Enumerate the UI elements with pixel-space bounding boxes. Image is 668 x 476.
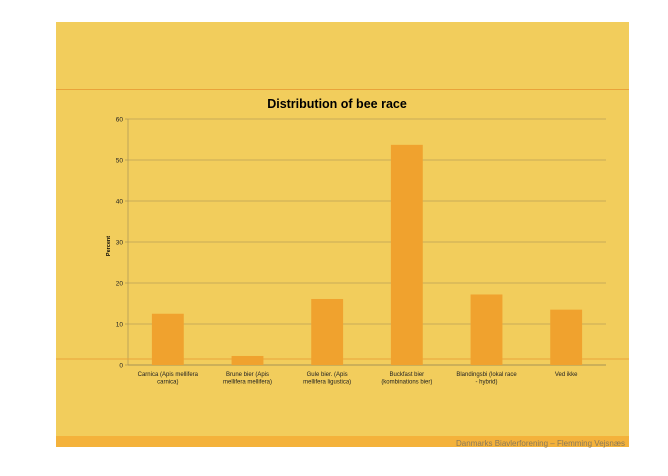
category-label: Carnica (Apis mellifera xyxy=(138,372,199,378)
category-label: Gule bier. (Apis xyxy=(307,372,348,378)
category-label: Blandingsbi (lokal race xyxy=(456,372,517,378)
y-axis-label: Percent xyxy=(106,236,112,256)
bar xyxy=(231,355,264,365)
y-tick-label: 40 xyxy=(116,198,124,205)
category-label: (kombinations bier) xyxy=(381,380,432,386)
slide-background: Danmarks Biavlerforening – Flemming Vejs… xyxy=(56,22,629,448)
category-label: Ved ikke xyxy=(555,372,578,378)
y-tick-label: 10 xyxy=(116,321,124,328)
footer-text: Danmarks Biavlerforening – Flemming Vejs… xyxy=(456,439,625,448)
bar xyxy=(550,309,583,365)
category-label: Brune bier (Apis xyxy=(226,372,269,378)
category-label: - hybrid) xyxy=(475,380,497,386)
y-tick-label: 20 xyxy=(116,280,124,287)
category-label: carnica) xyxy=(157,380,178,386)
y-tick-label: 60 xyxy=(116,116,124,123)
title-rule xyxy=(56,89,629,90)
bar xyxy=(311,298,344,365)
footer-band xyxy=(56,436,629,447)
bar xyxy=(470,294,503,365)
y-tick-label: 50 xyxy=(116,157,124,164)
y-tick-label: 30 xyxy=(116,239,124,246)
category-label: mellifera mellifera) xyxy=(223,380,272,386)
y-tick-label: 0 xyxy=(119,362,123,369)
category-label: Buckfast bier xyxy=(389,372,424,378)
bar xyxy=(390,144,423,365)
bar xyxy=(151,313,184,365)
chart-title: Distribution of bee race xyxy=(267,97,407,111)
category-label: mellifera ligustica) xyxy=(303,380,351,386)
